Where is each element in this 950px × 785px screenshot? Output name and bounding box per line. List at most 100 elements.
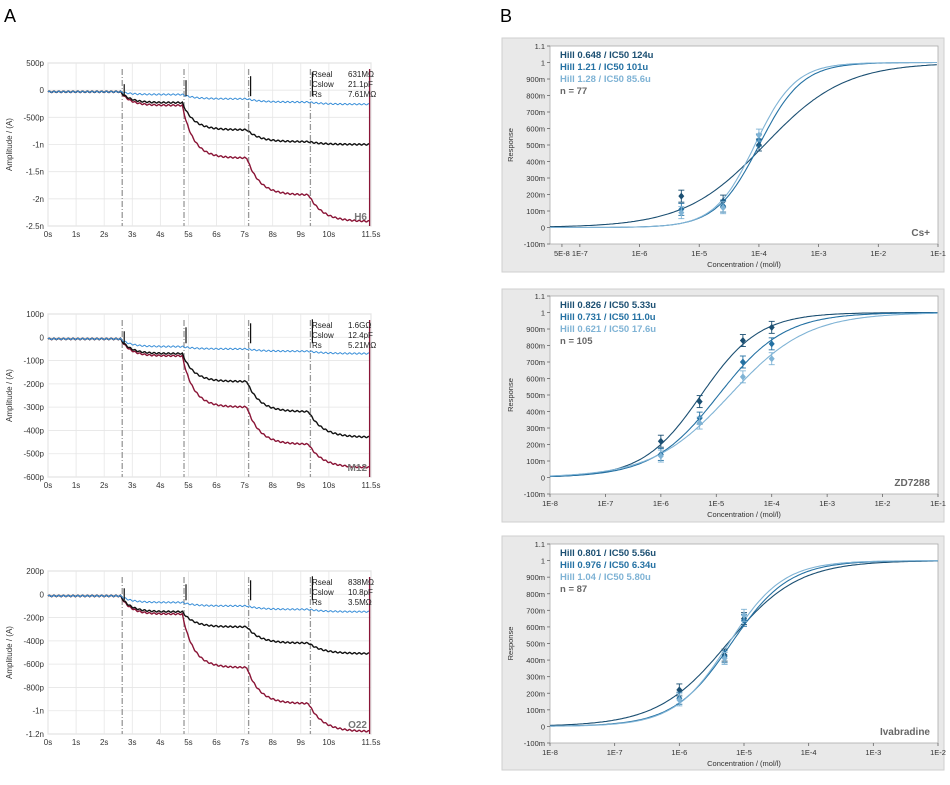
x-tick-label: 8s (268, 738, 276, 747)
y-tick-label: 900m (526, 573, 545, 582)
info-key: Rseal (312, 578, 333, 587)
y-tick-label: 300m (526, 174, 545, 183)
y-tick-label: 700m (526, 358, 545, 367)
legend-entry: Hill 1.04 / IC50 5.80u (560, 572, 651, 583)
y-tick-label: -2.5n (26, 222, 44, 231)
x-tick-label: 11.5s (362, 738, 381, 747)
y-tick-label: 1.1 (535, 292, 545, 301)
y-tick-label: 300m (526, 424, 545, 433)
trace-chart-1: 0s 1s 2s 3s 4s 5s 6s 7s 8s 9s 10s 11.5s 100p 0 -100p -2… (5, 310, 380, 490)
data-point (768, 323, 775, 331)
info-value: 3.5MΩ (348, 598, 372, 607)
x-tick-label: 9s (297, 738, 305, 747)
legend-entry: Hill 0.648 / IC50 124u (560, 50, 654, 61)
data-point (657, 452, 664, 460)
fit-curve (550, 312, 938, 477)
fit-curve (550, 312, 938, 478)
legend-entry: Hill 0.801 / IC50 5.56u (560, 548, 656, 559)
y-tick-label: 400m (526, 656, 545, 665)
y-tick-label: -400p (24, 426, 45, 435)
y-tick-label: -100m (524, 490, 545, 499)
y-tick-label: 100p (26, 310, 44, 319)
x-axis-label: Concentration / (mol/l) (707, 510, 781, 519)
x-tick-label: 0s (44, 481, 52, 490)
x-tick-label: 10s (322, 481, 335, 490)
x-tick-label: 1E-7 (598, 499, 614, 508)
y-tick-label: -1n (32, 707, 44, 716)
y-tick-label: 200p (26, 567, 44, 576)
info-key: Rseal (312, 70, 333, 79)
data-point (768, 355, 775, 363)
x-tick-label: 3s (128, 481, 136, 490)
y-tick-label: 1 (541, 557, 545, 566)
x-tick-label: 1E-5 (691, 249, 707, 258)
x-tick-label: 6s (212, 481, 220, 490)
info-value: 12.4pF (348, 331, 373, 340)
data-point (676, 696, 683, 704)
y-tick-label: -1n (32, 141, 44, 150)
y-tick-label: 0 (40, 590, 45, 599)
info-value: 10.8pF (348, 588, 373, 597)
y-tick-label: 0 (40, 333, 45, 342)
x-tick-label: 6s (212, 738, 220, 747)
trace-blocked (47, 594, 370, 613)
n-label: n = 77 (560, 86, 587, 97)
x-tick-label: 1E-6 (671, 748, 687, 757)
legend-entry: Hill 0.621 / IC50 17.6u (560, 324, 656, 335)
x-tick-label: 3s (128, 738, 136, 747)
y-tick-label: 800m (526, 92, 545, 101)
x-tick-label: 10s (322, 738, 335, 747)
data-point (755, 131, 762, 139)
legend-entry: Hill 0.826 / IC50 5.33u (560, 300, 656, 311)
x-tick-label: 2s (100, 738, 108, 747)
y-axis-label: Amplitude / (A) (5, 118, 14, 171)
y-tick-label: -300p (24, 403, 45, 412)
data-point (768, 340, 775, 348)
plot-area (47, 570, 372, 735)
x-tick-label: 1E-4 (764, 499, 780, 508)
y-tick-label: 700m (526, 606, 545, 615)
compound-label: Ivabradine (880, 727, 930, 738)
data-point (678, 192, 685, 200)
y-tick-label: 600m (526, 375, 545, 384)
y-tick-label: 500m (526, 640, 545, 649)
y-tick-label: -100m (524, 240, 545, 249)
x-tick-label: 7s (240, 230, 248, 239)
data-point (720, 204, 727, 212)
y-tick-label: 900m (526, 325, 545, 334)
x-tick-label: 1E-7 (572, 249, 588, 258)
compound-label: ZD7288 (894, 478, 930, 489)
y-tick-label: 900m (526, 75, 545, 84)
y-tick-label: 600m (526, 623, 545, 632)
x-tick-label: 1E-6 (632, 249, 648, 258)
y-tick-label: 0 (541, 722, 545, 731)
info-key: Rs (312, 598, 322, 607)
y-tick-label: 1.1 (535, 42, 545, 51)
data-point (739, 358, 746, 366)
x-tick-label: 5s (184, 738, 192, 747)
fit-curve (550, 64, 937, 228)
y-tick-label: 1 (541, 309, 545, 318)
x-tick-label: 5s (184, 481, 192, 490)
x-tick-label: 1E-8 (542, 748, 558, 757)
x-tick-label: 1E-5 (736, 748, 752, 757)
y-tick-label: -1.2n (26, 730, 44, 739)
y-tick-label: -200p (24, 380, 45, 389)
y-tick-label: 500p (26, 59, 44, 68)
x-tick-label: 1E-3 (865, 748, 881, 757)
x-tick-label: 1E-1 (930, 499, 946, 508)
y-tick-label: 400m (526, 158, 545, 167)
x-tick-label: 2s (100, 230, 108, 239)
x-tick-label: 9s (297, 481, 305, 490)
trace-chart-0: 0s 1s 2s 3s 4s 5s 6s 7s 8s 9s 10s 11.5s 500p 0 -500p -1… (5, 59, 380, 239)
info-value: 21.1pF (348, 80, 373, 89)
info-key: Cslow (312, 588, 334, 597)
y-tick-label: 200m (526, 191, 545, 200)
trace-chart-2: 0s 1s 2s 3s 4s 5s 6s 7s 8s 9s 10s 11.5s 200p 0 -200p -4… (5, 567, 380, 747)
x-axis-label: Concentration / (mol/l) (707, 260, 781, 269)
trace-blocked (47, 337, 370, 355)
y-tick-label: 300m (526, 673, 545, 682)
y-tick-label: 100m (526, 457, 545, 466)
x-tick-label: 1E-1 (930, 249, 946, 258)
